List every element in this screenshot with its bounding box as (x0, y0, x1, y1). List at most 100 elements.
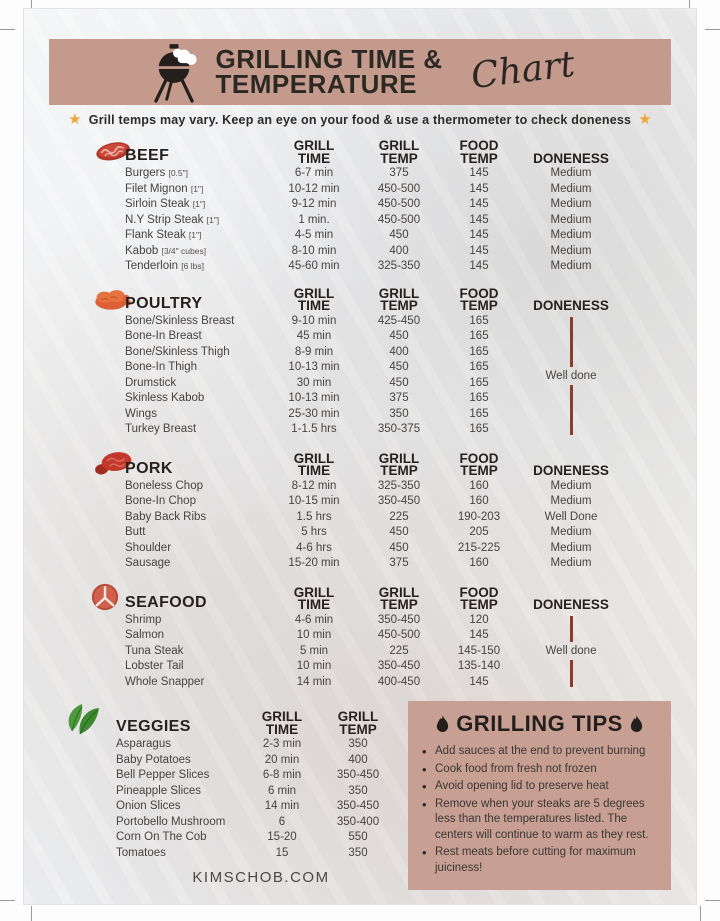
row-food-temp: 135-140 (457, 660, 501, 672)
row-item: Filet Mignon [1"] (125, 182, 204, 195)
col-grill-temp: GRILL TEMP (378, 285, 420, 313)
row-food-temp: 165 (469, 407, 489, 420)
row-grill-time: 9-10 min (291, 314, 337, 327)
row-doneness: Medium (550, 260, 592, 272)
crop-mark (689, 0, 690, 15)
row-grill-temp: 350-450 (336, 769, 380, 781)
row-food-temp: 190-203 (457, 510, 501, 523)
row-grill-temp: 350-450 (377, 613, 421, 626)
row-food-temp: 120 (469, 613, 489, 626)
row-food-temp: 145 (469, 229, 489, 241)
item-note: [1"] (190, 183, 204, 194)
row-grill-time: 14 min (296, 675, 332, 688)
col-grill-temp: GRILL TEMP (378, 138, 420, 166)
doneness-bracket: Well done (515, 314, 627, 438)
star-icon: ★ (638, 111, 652, 128)
grilling-tip: Remove when your steaks are 5 degrees le… (421, 797, 658, 844)
row-food-temp: 160 (469, 557, 489, 569)
doneness-line (569, 384, 573, 435)
row-item: Bone-In Thigh (125, 361, 198, 373)
section-title: POULTRY (125, 294, 203, 312)
row-grill-time: 45-60 min (288, 260, 340, 272)
row-grill-temp: 450 (389, 330, 409, 342)
row-item: Tenderloin [6 lbs] (125, 260, 204, 272)
row-food-temp: 165 (469, 361, 489, 373)
doneness-label: Well done (545, 645, 597, 658)
row-grill-time: 5 hrs (301, 526, 327, 538)
grilling-tips-list: Add sauces at the end to prevent burning… (421, 744, 658, 876)
steak-icon (91, 137, 131, 166)
row-grill-time: 8-9 min (294, 345, 334, 358)
row-grill-temp: 450-500 (377, 213, 421, 226)
item-note: [3/4" cubes] (161, 245, 207, 256)
row-food-temp: 145 (469, 675, 489, 688)
meat-sections: BEEF GRILL TIME GRILL TEMP FOOD TEMP DONENESS Bu… (49, 137, 671, 690)
row-grill-time: 10-12 min (288, 182, 340, 195)
row-item: Sausage (125, 557, 171, 569)
row-item: Turkey Breast (125, 423, 197, 435)
row-food-temp: 165 (469, 330, 489, 342)
row-doneness: Medium (550, 479, 592, 492)
row-grill-time: 10-13 min (288, 361, 340, 373)
doneness-label: Well done (545, 369, 597, 382)
row-grill-temp: 225 (389, 644, 409, 657)
section-seafood: SEAFOOD GRILL TIME GRILL TEMP FOOD TEMP DONENES… (91, 583, 671, 691)
row-item: Burgers [0.5"] (125, 167, 189, 179)
row-doneness: Medium (550, 557, 592, 569)
row-doneness: Medium (550, 526, 592, 538)
row-item: Onion Slices (116, 800, 181, 812)
row-food-temp: 145 (469, 182, 489, 195)
col-grill-time: GRILL TIME (261, 709, 303, 737)
row-item: Pineapple Slices (116, 784, 202, 797)
row-grill-temp: 350 (348, 784, 368, 797)
row-food-temp: 160 (469, 479, 489, 492)
col-doneness: DONENESS (533, 463, 609, 478)
doneness-line (569, 660, 573, 687)
row-grill-time: 14 min (264, 800, 300, 812)
row-item: Shoulder (125, 541, 172, 554)
row-grill-time: 6-8 min (262, 769, 302, 781)
website-url: KIMSCHOB.COM (192, 869, 330, 886)
row-item: Corn On The Cob (116, 831, 207, 843)
section-title: SEAFOOD (125, 593, 207, 611)
row-item: Bone/Skinless Breast (125, 314, 235, 327)
col-food-temp: FOOD TEMP (459, 285, 499, 313)
row-grill-time: 1 min. (298, 213, 330, 226)
row-grill-temp: 350-400 (336, 815, 380, 828)
row-item: Bone/Skinless Thigh (125, 345, 230, 358)
row-grill-time: 4-6 hrs (296, 541, 332, 554)
ham-icon (91, 449, 132, 479)
row-grill-temp: 450-500 (377, 629, 421, 641)
col-grill-time: GRILL TIME (293, 584, 335, 612)
row-grill-temp: 350 (389, 407, 409, 420)
row-doneness: Medium (550, 495, 592, 507)
row-grill-time: 5 min (299, 644, 329, 657)
row-food-temp: 160 (469, 495, 489, 507)
row-grill-temp: 350 (348, 738, 368, 750)
row-grill-temp: 350-375 (377, 423, 421, 435)
crop-mark (700, 906, 701, 921)
row-grill-time: 10-13 min (288, 392, 340, 404)
col-grill-temp: GRILL TEMP (378, 584, 420, 612)
row-grill-time: 1-1.5 hrs (291, 423, 337, 435)
row-item: Drumstick (125, 376, 177, 389)
row-grill-temp: 450 (389, 541, 409, 554)
section-title: BEEF (125, 147, 170, 164)
row-item: Wings (125, 407, 157, 420)
row-grill-temp: 350 (348, 846, 368, 859)
star-icon: ★ (68, 111, 82, 128)
row-item: Boneless Chop (125, 479, 203, 492)
title-script-word: Chart (468, 43, 577, 97)
doneness-bracket: Well done (515, 613, 627, 691)
row-item: Shrimp (125, 613, 162, 626)
subtitle-note: ★ Grill temps may vary. Keep an eye on y… (49, 111, 671, 128)
row-doneness: Medium (550, 541, 592, 554)
row-grill-time: 10 min (296, 660, 332, 672)
row-grill-temp: 400 (348, 753, 368, 766)
row-item: Portobello Mushroom (116, 815, 226, 828)
row-grill-temp: 450 (389, 229, 409, 241)
row-food-temp: 145-150 (457, 644, 501, 657)
row-grill-time: 15-20 (267, 831, 297, 843)
item-note: [1"] (192, 199, 206, 209)
row-food-temp: 145 (469, 629, 489, 641)
